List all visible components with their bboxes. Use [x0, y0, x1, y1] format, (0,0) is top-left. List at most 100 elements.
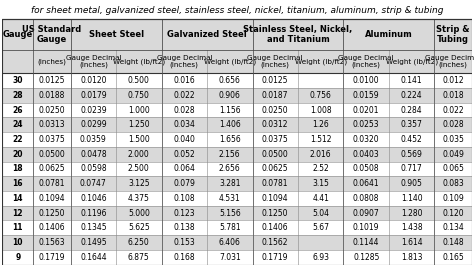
- Text: 1.280: 1.280: [401, 209, 422, 218]
- Text: 1.156: 1.156: [219, 106, 241, 115]
- Text: 1.512: 1.512: [310, 135, 331, 144]
- Text: 0.750: 0.750: [128, 91, 150, 100]
- Bar: [2, 19, 472, 49]
- Text: Weight (lb/ft2): Weight (lb/ft2): [204, 58, 256, 65]
- Text: 3.281: 3.281: [219, 179, 240, 188]
- Text: 4.41: 4.41: [312, 194, 329, 203]
- Text: 0.0188: 0.0188: [39, 91, 65, 100]
- Text: 0.079: 0.079: [173, 179, 195, 188]
- Text: 0.0120: 0.0120: [80, 76, 107, 85]
- Text: 2.500: 2.500: [128, 164, 150, 173]
- Text: Strip &
Tubing: Strip & Tubing: [436, 25, 470, 44]
- Text: 0.0313: 0.0313: [39, 120, 65, 129]
- Text: 0.0781: 0.0781: [262, 179, 289, 188]
- Text: 24: 24: [13, 120, 23, 129]
- Text: 6.875: 6.875: [128, 253, 150, 262]
- Text: 0.224: 0.224: [401, 91, 422, 100]
- Text: 3.125: 3.125: [128, 179, 150, 188]
- Text: 0.1285: 0.1285: [353, 253, 379, 262]
- Text: 30: 30: [13, 76, 23, 85]
- Text: 0.905: 0.905: [401, 179, 423, 188]
- Text: 0.0159: 0.0159: [353, 91, 380, 100]
- Text: Gauge Decimal
(inches): Gauge Decimal (inches): [247, 55, 303, 68]
- Text: 5.67: 5.67: [312, 223, 329, 232]
- Text: 0.1563: 0.1563: [39, 238, 65, 247]
- Text: 0.0250: 0.0250: [39, 106, 65, 115]
- Text: 0.049: 0.049: [442, 150, 464, 159]
- Text: 0.500: 0.500: [128, 76, 150, 85]
- Text: US Standard
Gauge: US Standard Gauge: [22, 25, 82, 44]
- Text: 1.438: 1.438: [401, 223, 422, 232]
- Text: 0.138: 0.138: [173, 223, 195, 232]
- Text: 9: 9: [15, 253, 20, 262]
- Text: 0.018: 0.018: [442, 91, 464, 100]
- Text: 0.0100: 0.0100: [353, 76, 380, 85]
- Text: 12: 12: [13, 209, 23, 218]
- Text: 0.120: 0.120: [442, 209, 464, 218]
- Text: 0.0201: 0.0201: [353, 106, 380, 115]
- Text: 1.000: 1.000: [128, 106, 150, 115]
- Text: 0.1250: 0.1250: [262, 209, 289, 218]
- Text: 0.0500: 0.0500: [38, 150, 65, 159]
- Text: 0.0375: 0.0375: [262, 135, 289, 144]
- Text: 0.1719: 0.1719: [39, 253, 65, 262]
- Text: 0.0403: 0.0403: [353, 150, 380, 159]
- Text: 0.028: 0.028: [173, 106, 195, 115]
- Text: 0.0907: 0.0907: [353, 209, 380, 218]
- Text: 0.1094: 0.1094: [262, 194, 289, 203]
- Text: 0.1196: 0.1196: [80, 209, 107, 218]
- Bar: [2, 49, 472, 73]
- Text: 0.0598: 0.0598: [80, 164, 107, 173]
- Text: 0.0320: 0.0320: [353, 135, 380, 144]
- Text: 0.0781: 0.0781: [39, 179, 65, 188]
- Text: 6.406: 6.406: [219, 238, 241, 247]
- Text: 0.165: 0.165: [442, 253, 464, 262]
- Text: 6.250: 6.250: [128, 238, 150, 247]
- Text: 0.0239: 0.0239: [80, 106, 107, 115]
- Text: 0.153: 0.153: [173, 238, 195, 247]
- Text: 0.0299: 0.0299: [80, 120, 107, 129]
- Text: (inches): (inches): [37, 58, 66, 65]
- Text: 5.156: 5.156: [219, 209, 241, 218]
- Text: 0.656: 0.656: [219, 76, 241, 85]
- Bar: [2, 235, 472, 250]
- Text: 5.625: 5.625: [128, 223, 150, 232]
- Text: Gauge: Gauge: [3, 30, 33, 39]
- Text: Weight (lb/ft2): Weight (lb/ft2): [386, 58, 438, 65]
- Text: 0.035: 0.035: [442, 135, 464, 144]
- Text: Gauge Decimal
(inches): Gauge Decimal (inches): [338, 55, 394, 68]
- Text: 2.656: 2.656: [219, 164, 241, 173]
- Text: Gauge Decimal
(inches): Gauge Decimal (inches): [425, 55, 474, 68]
- Text: 0.0478: 0.0478: [80, 150, 107, 159]
- Text: 0.0179: 0.0179: [80, 91, 107, 100]
- Text: 0.0625: 0.0625: [39, 164, 65, 173]
- Text: 0.123: 0.123: [173, 209, 195, 218]
- Text: 0.0253: 0.0253: [353, 120, 380, 129]
- Text: 0.012: 0.012: [442, 76, 464, 85]
- Text: 0.1406: 0.1406: [262, 223, 289, 232]
- Bar: [2, 176, 472, 191]
- Text: 0.0125: 0.0125: [262, 76, 289, 85]
- Text: 1.250: 1.250: [128, 120, 150, 129]
- Text: 1.26: 1.26: [312, 120, 329, 129]
- Text: 1.500: 1.500: [128, 135, 150, 144]
- Text: 0.0747: 0.0747: [80, 179, 107, 188]
- Text: 4.531: 4.531: [219, 194, 241, 203]
- Text: 0.083: 0.083: [442, 179, 464, 188]
- Text: 0.1019: 0.1019: [353, 223, 380, 232]
- Text: 0.906: 0.906: [219, 91, 241, 100]
- Text: 6.93: 6.93: [312, 253, 329, 262]
- Text: 1.813: 1.813: [401, 253, 422, 262]
- Text: 0.1562: 0.1562: [262, 238, 289, 247]
- Text: 22: 22: [13, 135, 23, 144]
- Text: 0.0359: 0.0359: [80, 135, 107, 144]
- Text: 0.1644: 0.1644: [80, 253, 107, 262]
- Text: 0.016: 0.016: [173, 76, 195, 85]
- Text: 0.0312: 0.0312: [262, 120, 289, 129]
- Text: 0.0808: 0.0808: [353, 194, 380, 203]
- Text: 0.756: 0.756: [310, 91, 332, 100]
- Text: 2.52: 2.52: [312, 164, 329, 173]
- Text: 0.1495: 0.1495: [80, 238, 107, 247]
- Text: 1.656: 1.656: [219, 135, 241, 144]
- Text: 26: 26: [13, 106, 23, 115]
